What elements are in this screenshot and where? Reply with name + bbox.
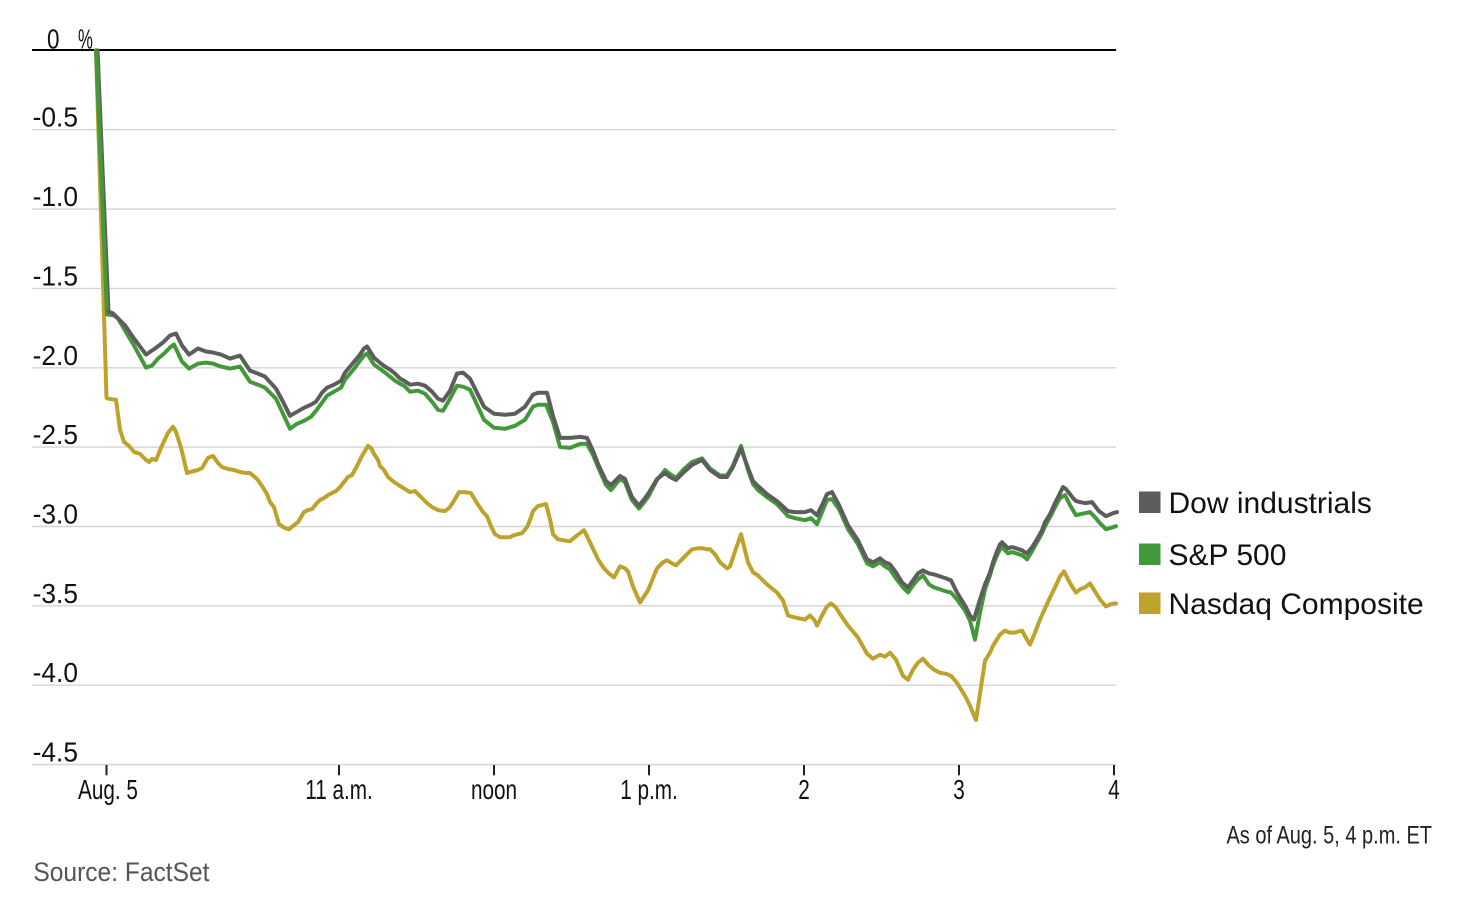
svg-text:-1.5: -1.5 bbox=[33, 260, 78, 292]
svg-text:Dow industrials: Dow industrials bbox=[1169, 487, 1372, 520]
svg-text:-4.0: -4.0 bbox=[33, 656, 78, 688]
svg-text:11 a.m.: 11 a.m. bbox=[305, 775, 373, 806]
svg-text:-2.5: -2.5 bbox=[33, 418, 78, 450]
svg-text:-1.0: -1.0 bbox=[33, 180, 78, 212]
svg-text:Source: FactSet: Source: FactSet bbox=[33, 858, 209, 887]
svg-text:-4.5: -4.5 bbox=[33, 736, 78, 768]
svg-text:3: 3 bbox=[953, 775, 965, 806]
svg-text:-2.0: -2.0 bbox=[33, 339, 78, 371]
svg-text:Aug. 5: Aug. 5 bbox=[78, 775, 138, 806]
svg-text:noon: noon bbox=[471, 775, 517, 806]
svg-text:Nasdaq Composite: Nasdaq Composite bbox=[1169, 588, 1424, 621]
svg-text:-3.5: -3.5 bbox=[33, 577, 78, 609]
svg-text:S&P 500: S&P 500 bbox=[1169, 539, 1287, 572]
svg-text:1 p.m.: 1 p.m. bbox=[620, 775, 678, 806]
svg-text:2: 2 bbox=[798, 775, 810, 806]
svg-text:%: % bbox=[78, 23, 93, 55]
svg-text:-0.5: -0.5 bbox=[33, 101, 78, 133]
svg-text:4: 4 bbox=[1108, 775, 1120, 806]
svg-text:0: 0 bbox=[47, 24, 59, 55]
svg-text:-3.0: -3.0 bbox=[33, 498, 78, 530]
svg-text:As of Aug. 5, 4 p.m. ET: As of Aug. 5, 4 p.m. ET bbox=[1226, 822, 1432, 850]
